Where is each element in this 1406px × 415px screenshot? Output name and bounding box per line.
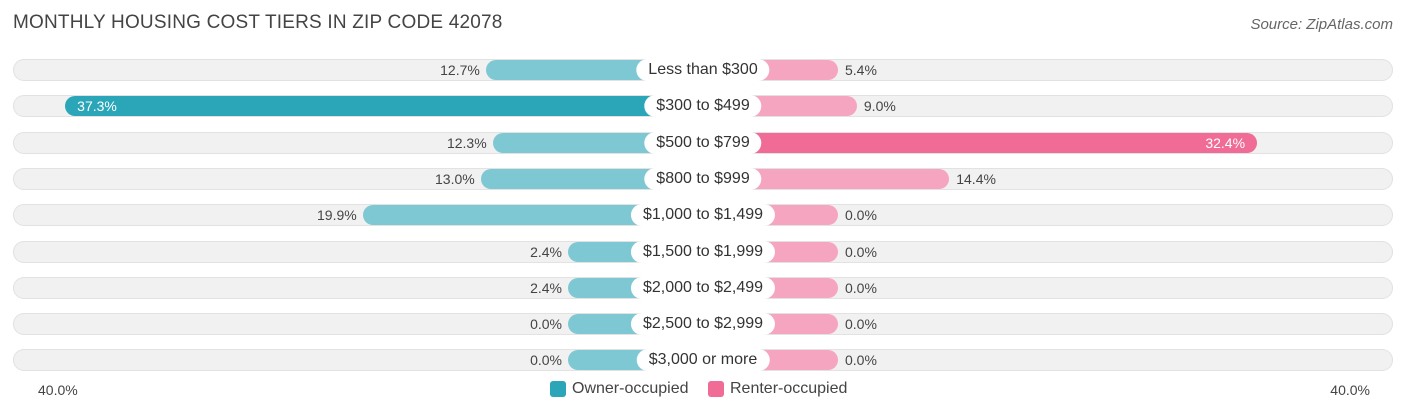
category-label: $300 to $499 bbox=[644, 95, 762, 117]
category-label: $2,000 to $2,499 bbox=[630, 277, 776, 299]
value-label-renter: 32.4% bbox=[1205, 135, 1246, 151]
value-label-owner: 0.0% bbox=[530, 352, 562, 368]
category-label: $3,000 or more bbox=[636, 349, 770, 371]
bar-owner[interactable] bbox=[65, 96, 703, 116]
value-label-owner: 37.3% bbox=[77, 98, 117, 114]
chart-source: Source: ZipAtlas.com bbox=[1250, 16, 1393, 33]
axis-label-right: 40.0% bbox=[1330, 382, 1370, 398]
axis-label-left: 40.0% bbox=[38, 382, 78, 398]
value-label-owner: 13.0% bbox=[435, 171, 475, 187]
value-label-renter: 0.0% bbox=[845, 316, 877, 332]
category-label: $2,500 to $2,999 bbox=[630, 313, 776, 335]
value-label-renter: 0.0% bbox=[845, 244, 877, 260]
legend-label-owner: Owner-occupied bbox=[572, 380, 689, 397]
legend-swatch-owner bbox=[550, 381, 566, 397]
value-label-owner: 12.3% bbox=[446, 135, 487, 151]
legend-item-renter[interactable]: Renter-occupied bbox=[708, 380, 847, 398]
bar-owner[interactable] bbox=[362, 205, 703, 225]
bar-renter[interactable] bbox=[703, 169, 950, 189]
value-label-owner: 2.4% bbox=[530, 244, 562, 260]
category-label: $1,000 to $1,499 bbox=[630, 204, 776, 226]
value-label-renter: 0.0% bbox=[845, 207, 877, 223]
value-label-renter: 14.4% bbox=[956, 171, 996, 187]
value-label-owner: 2.4% bbox=[530, 280, 562, 296]
value-label-renter: 9.0% bbox=[863, 98, 896, 114]
legend-label-renter: Renter-occupied bbox=[730, 380, 848, 397]
chart-title: MONTHLY HOUSING COST TIERS IN ZIP CODE 4… bbox=[13, 12, 503, 33]
value-label-owner: 19.9% bbox=[317, 207, 357, 223]
value-label-renter: 5.4% bbox=[845, 62, 877, 78]
value-label-renter: 0.0% bbox=[845, 280, 877, 296]
value-label-owner: 0.0% bbox=[530, 316, 562, 332]
legend-swatch-renter bbox=[708, 381, 724, 397]
bar-renter[interactable] bbox=[703, 133, 1258, 153]
legend-item-owner[interactable]: Owner-occupied bbox=[550, 380, 689, 398]
category-label: $1,500 to $1,999 bbox=[630, 241, 776, 263]
category-label: Less than $300 bbox=[636, 59, 770, 81]
category-label: $800 to $999 bbox=[644, 168, 762, 190]
value-label-renter: 0.0% bbox=[845, 352, 877, 368]
value-label-owner: 12.7% bbox=[440, 62, 480, 78]
category-label: $500 to $799 bbox=[644, 132, 762, 154]
legend: Owner-occupied Renter-occupied bbox=[0, 380, 1406, 400]
